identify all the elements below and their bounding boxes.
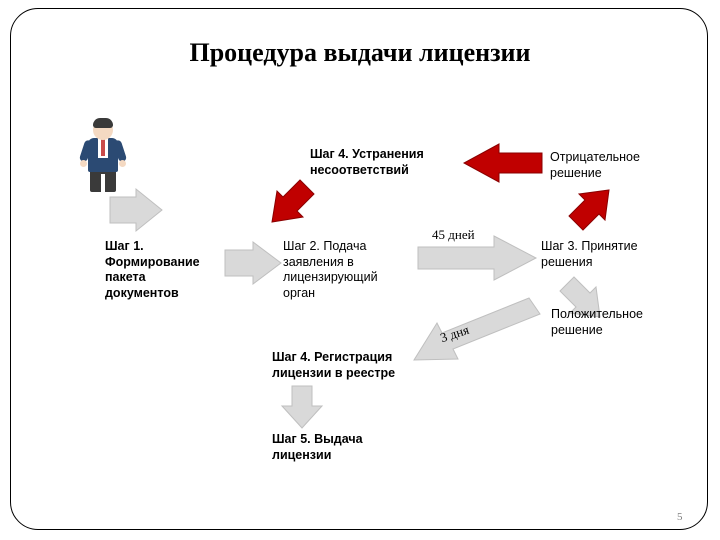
node-step3: Шаг 3. Принятие решения bbox=[541, 239, 651, 270]
node-step5: Шаг 5. Выдача лицензии bbox=[272, 432, 382, 463]
node-step4a: Шаг 4. Устранения несоответствий bbox=[310, 147, 445, 178]
node-positive: Положительное решение bbox=[551, 307, 671, 338]
person-icon bbox=[80, 118, 126, 196]
page-number: 5 bbox=[677, 511, 683, 523]
node-negative: Отрицательное решение bbox=[550, 150, 660, 181]
node-step1: Шаг 1. Формирование пакета документов bbox=[105, 239, 220, 302]
node-step2: Шаг 2. Подача заявления в лицензирующий … bbox=[283, 239, 403, 302]
node-step4b: Шаг 4. Регистрация лицензии в реестре bbox=[272, 350, 407, 381]
edge-label-45days: 45 дней bbox=[432, 227, 475, 243]
slide-title: Процедура выдачи лицензии bbox=[0, 38, 720, 68]
